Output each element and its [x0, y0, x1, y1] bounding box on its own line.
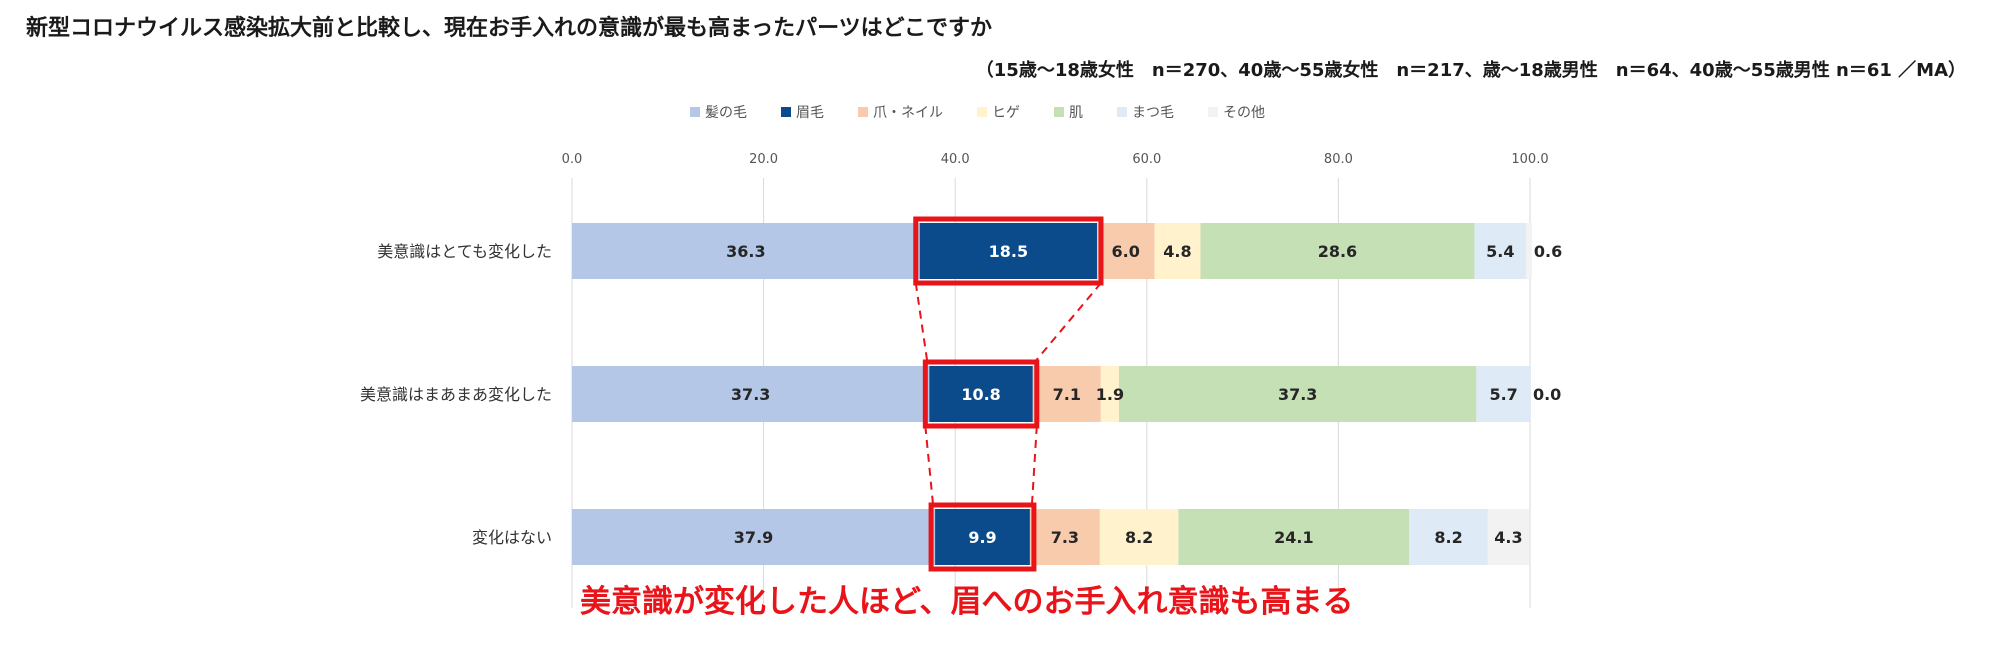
- legend-entry: 爪・ネイル: [873, 105, 943, 121]
- bars: [572, 223, 1532, 565]
- bar-segment: [1487, 509, 1530, 565]
- value-label: 5.7: [1489, 385, 1517, 404]
- bar-segment: [1100, 366, 1120, 422]
- highlight-connector: [1034, 282, 1102, 363]
- value-label: 18.5: [989, 242, 1028, 261]
- legend-swatch: [1117, 107, 1127, 117]
- legend-swatch: [977, 107, 987, 117]
- bar-segment: [1029, 509, 1100, 565]
- bar-segment: [1474, 223, 1527, 279]
- value-label: 4.8: [1163, 242, 1191, 261]
- bar-segment: [572, 509, 936, 565]
- legend-entry: 肌: [1069, 105, 1083, 121]
- legend-entry: その他: [1223, 105, 1265, 121]
- highlight-connector: [1030, 425, 1038, 506]
- x-tick-label: 40.0: [941, 152, 970, 167]
- x-tick-label: 20.0: [749, 152, 778, 167]
- bar-segment: [919, 223, 1097, 279]
- value-label: 28.6: [1318, 242, 1357, 261]
- category-label: 美意識はとても変化した: [377, 242, 552, 261]
- highlight-box: [913, 216, 1104, 286]
- category-label: 変化はない: [472, 528, 552, 547]
- bar-segment: [929, 366, 1033, 422]
- bar-segment: [1476, 366, 1531, 422]
- legend-swatch: [1054, 107, 1064, 117]
- value-label: 4.3: [1494, 528, 1522, 547]
- value-label: 24.1: [1274, 528, 1313, 547]
- x-tick-label: 0.0: [562, 152, 583, 167]
- value-label: 9.9: [968, 528, 996, 547]
- value-label: 36.3: [726, 242, 765, 261]
- bar-segment: [1154, 223, 1201, 279]
- x-tick-label: 80.0: [1324, 152, 1353, 167]
- bar-segment: [1178, 509, 1410, 565]
- bar-segment: [1096, 223, 1155, 279]
- bar-segment: [1409, 509, 1488, 565]
- bar-segment: [572, 366, 930, 422]
- value-label: 6.0: [1112, 242, 1140, 261]
- value-label: 37.9: [734, 528, 773, 547]
- value-label: 0.0: [1533, 385, 1561, 404]
- legend-swatch: [781, 107, 791, 117]
- x-tick-label: 60.0: [1132, 152, 1161, 167]
- legend-entry: 眉毛: [796, 105, 824, 121]
- legend-entry: ヒゲ: [992, 105, 1020, 121]
- bar-segment: [1119, 366, 1477, 422]
- bar-segment: [1032, 366, 1101, 422]
- value-label: 7.3: [1051, 528, 1079, 547]
- highlight-box: [922, 359, 1040, 429]
- bar-segment: [1526, 223, 1532, 279]
- legend: 髪の毛 眉毛 爪・ネイル ヒゲ 肌 まつ毛 その他: [690, 105, 1265, 121]
- legend-swatch: [690, 107, 700, 117]
- highlight-overlay: [913, 216, 1104, 572]
- chart-title: 新型コロナウイルス感染拡大前と比較し、現在お手入れの意識が最も高まったパーツはど…: [26, 16, 993, 41]
- legend-entry: まつ毛: [1132, 105, 1174, 121]
- value-label: 7.1: [1053, 385, 1081, 404]
- bar-segment: [935, 509, 1030, 565]
- value-label: 1.9: [1096, 385, 1124, 404]
- annotation-text: 美意識が変化した人ほど、眉へのお手入れ意識も高まる: [580, 584, 1353, 620]
- highlight-connector: [914, 282, 929, 363]
- value-label: 5.4: [1486, 242, 1514, 261]
- legend-swatch: [858, 107, 868, 117]
- value-label: 8.2: [1125, 528, 1153, 547]
- highlight-connector: [924, 425, 935, 506]
- x-axis-ticks: 0.0 20.0 40.0 60.0 80.0 100.0: [562, 152, 1549, 167]
- value-label: 0.6: [1534, 242, 1562, 261]
- legend-entry: 髪の毛: [705, 105, 747, 121]
- x-tick-label: 100.0: [1511, 152, 1548, 167]
- bar-segment: [1200, 223, 1475, 279]
- value-label: 8.2: [1434, 528, 1462, 547]
- category-label: 美意識はまあまあ変化した: [360, 385, 552, 404]
- bar-segment: [572, 223, 920, 279]
- chart-subtitle: （15歳～18歳女性 n＝270、40歳～55歳女性 n＝217、歳～18歳男性…: [975, 60, 1966, 81]
- value-label: 37.3: [1278, 385, 1317, 404]
- bar-segment: [1099, 509, 1179, 565]
- value-labels: 36.3 18.5 6.0 4.8 28.6 5.4 0.6 37.3 10.8 7.1 1.9 37…: [726, 242, 1562, 547]
- value-label: 10.8: [961, 385, 1000, 404]
- value-label: 37.3: [731, 385, 770, 404]
- legend-swatch: [1208, 107, 1218, 117]
- highlight-box: [928, 502, 1037, 572]
